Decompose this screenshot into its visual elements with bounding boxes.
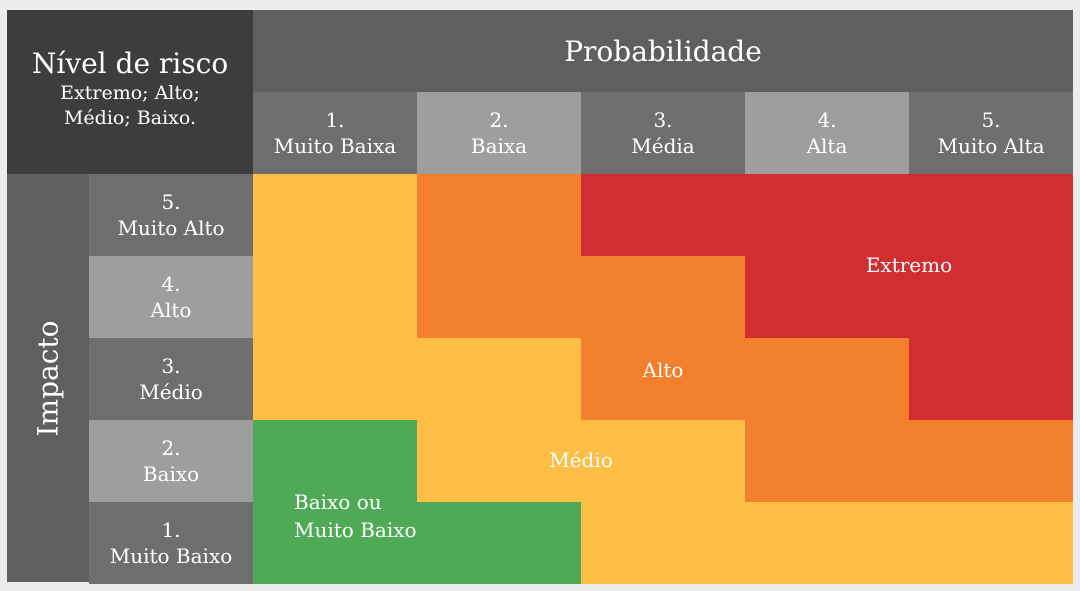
prob-col-4: 4. Alta	[745, 92, 909, 174]
risk-cell-alto	[745, 338, 909, 420]
impact-row-2: 2. Baixo	[89, 420, 253, 502]
impact-row-label: Muito Alto	[117, 216, 225, 240]
zone-label-alto: Alto	[642, 358, 684, 382]
risk-level-legend: Nível de risco Extremo; Alto; Médio; Bai…	[7, 10, 253, 174]
risk-matrix: Nível de risco Extremo; Alto; Médio; Bai…	[7, 10, 1073, 584]
risk-cell-baixo	[253, 502, 417, 584]
risk-cell-medio	[745, 502, 909, 584]
zone-label-medio: Médio	[549, 448, 613, 472]
impact-title-bar: Impacto	[7, 174, 89, 582]
risk-cell-extremo	[909, 338, 1073, 420]
prob-col-label: Muito Alta	[937, 134, 1045, 158]
zone-label-baixo-line2: Muito Baixo	[294, 518, 417, 542]
risk-cell-baixo	[417, 502, 581, 584]
impact-row-num: 3.	[161, 354, 181, 378]
zone-label-baixo: Baixo ou Muito Baixo	[294, 488, 494, 544]
risk-cell-alto	[581, 338, 745, 420]
risk-cell-extremo	[581, 174, 745, 256]
impact-row-label: Alto	[150, 298, 192, 322]
prob-col-1: 1. Muito Baixa	[253, 92, 417, 174]
prob-col-label: Alta	[806, 134, 848, 158]
risk-cell-baixo	[253, 420, 417, 502]
prob-col-label: Média	[631, 134, 695, 158]
impact-row-num: 1.	[161, 518, 181, 542]
risk-cell-extremo	[745, 256, 909, 338]
prob-col-num: 1.	[325, 108, 345, 132]
risk-levels-line1: Extremo; Alto;	[60, 82, 200, 104]
risk-cell-alto	[417, 174, 581, 256]
risk-cell-medio	[581, 420, 745, 502]
risk-cell-medio	[253, 174, 417, 256]
prob-col-3: 3. Média	[581, 92, 745, 174]
risk-cell-medio	[253, 256, 417, 338]
impact-row-1: 1. Muito Baixo	[89, 502, 253, 584]
risk-cell-alto	[909, 420, 1073, 502]
prob-col-num: 3.	[653, 108, 673, 132]
impact-row-label: Médio	[139, 380, 203, 404]
risk-cell-alto	[581, 256, 745, 338]
impact-row-4: 4. Alto	[89, 256, 253, 338]
impact-row-num: 5.	[161, 190, 181, 214]
impact-row-num: 4.	[161, 272, 181, 296]
risk-cell-medio	[417, 420, 581, 502]
zone-label-baixo-line1: Baixo ou	[294, 490, 382, 514]
impact-row-label: Baixo	[142, 462, 200, 486]
impact-row-5: 5. Muito Alto	[89, 174, 253, 256]
prob-col-2: 2. Baixa	[417, 92, 581, 174]
impact-row-3: 3. Médio	[89, 338, 253, 420]
risk-cell-extremo	[909, 256, 1073, 338]
impact-row-num: 2.	[161, 436, 181, 460]
prob-col-num: 4.	[817, 108, 837, 132]
impact-row-label: Muito Baixo	[109, 544, 233, 568]
prob-col-label: Baixa	[470, 134, 528, 158]
risk-cell-extremo	[909, 174, 1073, 256]
risk-cell-medio	[253, 338, 417, 420]
risk-cell-alto	[745, 420, 909, 502]
zone-label-extremo: Extremo	[865, 253, 953, 277]
risk-cell-extremo	[745, 174, 909, 256]
risk-cell-alto	[417, 256, 581, 338]
risk-cell-medio	[581, 502, 745, 584]
prob-col-num: 5.	[981, 108, 1001, 132]
probability-title: Probabilidade	[253, 10, 1073, 92]
risk-cell-medio	[417, 338, 581, 420]
prob-col-label: Muito Baixa	[273, 134, 397, 158]
prob-col-num: 2.	[489, 108, 509, 132]
risk-levels-line2: Médio; Baixo.	[63, 107, 197, 129]
risk-cell-medio	[909, 502, 1073, 584]
impact-title: Impacto	[31, 319, 65, 437]
risk-level-title: Nível de risco	[31, 47, 229, 80]
prob-col-5: 5. Muito Alta	[909, 92, 1073, 174]
